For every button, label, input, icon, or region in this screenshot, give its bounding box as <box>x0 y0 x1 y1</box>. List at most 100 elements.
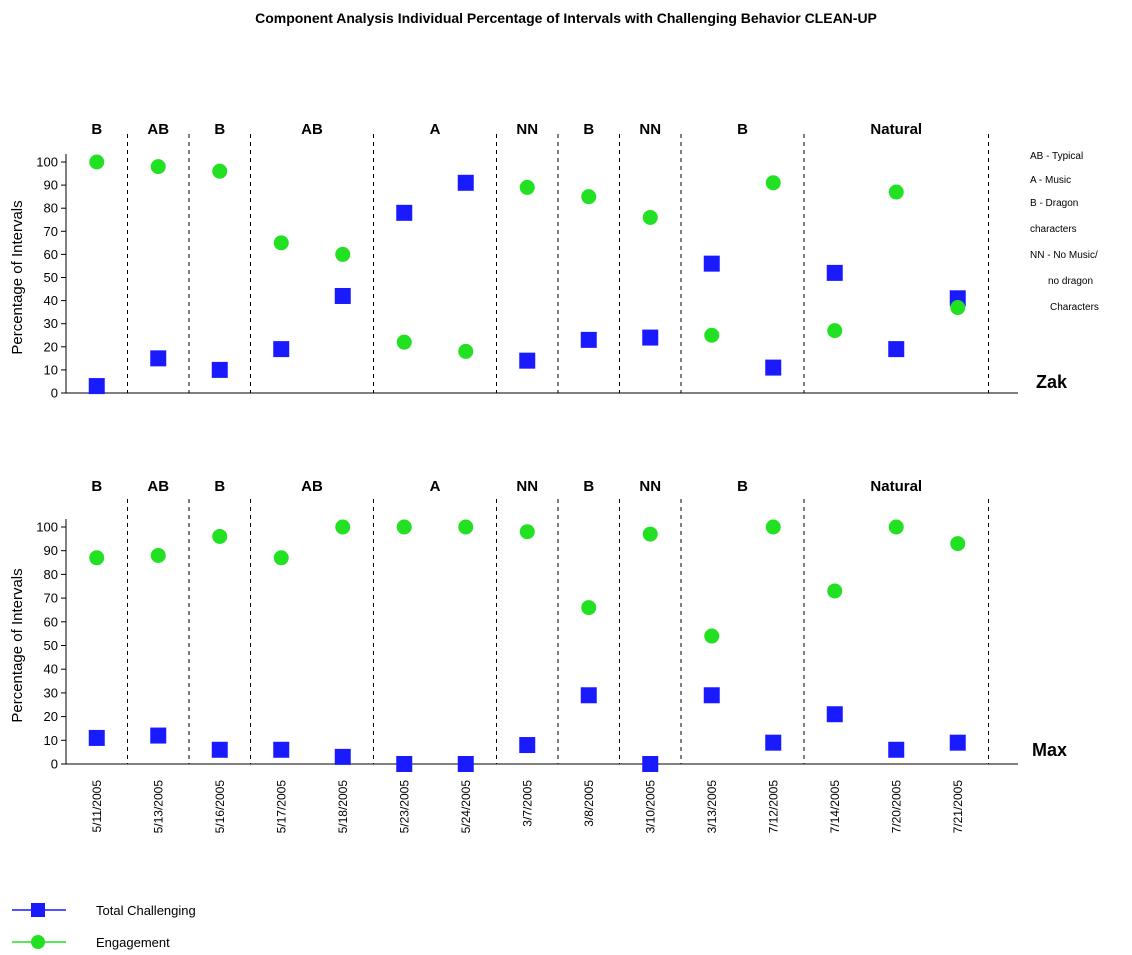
phase-label: NN <box>516 121 538 138</box>
y-axis-label: Percentage of Intervals <box>9 200 26 354</box>
data-point-engagement <box>642 526 658 542</box>
x-tick-label: 3/13/2005 <box>705 780 719 834</box>
data-point-engagement <box>581 600 597 616</box>
y-tick-label: 100 <box>36 155 58 170</box>
data-point-engagement <box>273 235 289 251</box>
data-point-challenging <box>888 341 905 358</box>
chart-legend: Total Challenging Engagement <box>12 903 196 950</box>
data-point-engagement <box>519 179 535 195</box>
y-tick-label: 30 <box>44 316 58 331</box>
phase-key: AB - Typical A - Music B - Dragon character… <box>1030 151 1099 313</box>
data-point-engagement <box>89 154 105 170</box>
series-engagement <box>89 519 966 644</box>
data-point-challenging <box>949 734 966 751</box>
series-challenging <box>88 687 966 772</box>
phase-label: AB <box>147 121 169 138</box>
y-tick-label: 90 <box>44 178 58 193</box>
phase-label: AB <box>147 478 169 495</box>
subject-label: Zak <box>1036 372 1068 392</box>
legend-marker-circle <box>31 935 45 949</box>
x-tick-label: 3/7/2005 <box>520 780 534 827</box>
data-point-challenging <box>703 687 720 704</box>
phase-label: NN <box>516 478 538 495</box>
phase-label: AB <box>301 478 323 495</box>
y-tick-label: 50 <box>44 638 58 653</box>
y-tick-label: 100 <box>36 520 58 535</box>
x-tick-label: 7/21/2005 <box>951 780 965 834</box>
x-tick-label: 3/8/2005 <box>582 780 596 827</box>
data-point-engagement <box>335 246 351 262</box>
data-point-challenging <box>457 174 474 191</box>
data-point-challenging <box>211 741 228 758</box>
phase-label: B <box>583 121 594 138</box>
data-point-challenging <box>396 756 413 772</box>
phase-label: Natural <box>870 121 922 138</box>
data-point-engagement <box>458 343 474 359</box>
y-tick-label: 10 <box>44 733 58 748</box>
y-tick-label: 60 <box>44 614 58 629</box>
data-point-engagement <box>704 628 720 644</box>
data-point-engagement <box>704 327 720 343</box>
y-axis-label: Percentage of Intervals <box>9 568 26 722</box>
data-point-engagement <box>89 550 105 566</box>
data-point-engagement <box>581 189 597 205</box>
data-point-challenging <box>826 264 843 281</box>
x-tick-label: 5/16/2005 <box>213 780 227 834</box>
panel-zak: 0 10 20 30 40 50 60 70 80 90 100 Percentage of Inte… <box>9 121 1068 401</box>
legend-item-engagement: Engagement <box>12 935 170 950</box>
data-point-challenging <box>273 741 290 758</box>
legend-label: Total Challenging <box>96 903 196 918</box>
data-point-engagement <box>396 519 412 535</box>
y-tick-label: 40 <box>44 293 58 308</box>
data-point-challenging <box>765 359 782 376</box>
series-engagement <box>89 154 966 359</box>
x-tick-label: 7/20/2005 <box>889 780 903 834</box>
series-challenging <box>88 174 966 395</box>
data-point-challenging <box>457 756 474 772</box>
data-point-engagement <box>950 300 966 316</box>
phase-key-item: characters <box>1030 224 1077 235</box>
y-tick-label: 70 <box>44 224 58 239</box>
phase-label: NN <box>639 478 661 495</box>
data-point-challenging <box>580 331 597 348</box>
legend-item-challenging: Total Challenging <box>12 903 196 918</box>
y-tick-label: 60 <box>44 247 58 262</box>
phase-label: B <box>91 121 102 138</box>
legend-marker-square <box>31 903 45 917</box>
data-point-challenging <box>396 204 413 221</box>
y-tick-label: 70 <box>44 591 58 606</box>
y-tick-label: 20 <box>44 339 58 354</box>
data-point-challenging <box>150 727 167 744</box>
y-tick-label: 80 <box>44 201 58 216</box>
x-tick-label: 3/10/2005 <box>643 780 657 834</box>
phase-label: Natural <box>870 478 922 495</box>
subject-label: Max <box>1032 740 1067 760</box>
data-point-engagement <box>458 519 474 535</box>
data-point-engagement <box>150 159 166 175</box>
data-point-engagement <box>765 519 781 535</box>
phase-key-item: Characters <box>1050 302 1099 313</box>
phase-label: A <box>430 121 441 138</box>
data-point-challenging <box>888 741 905 758</box>
phase-key-item: NN - No Music/ <box>1030 250 1098 261</box>
data-point-challenging <box>334 748 351 765</box>
data-point-challenging <box>88 378 105 395</box>
phase-label: AB <box>301 121 323 138</box>
data-point-challenging <box>334 287 351 304</box>
data-point-challenging <box>519 737 536 754</box>
phase-label: B <box>214 121 225 138</box>
data-point-engagement <box>888 519 904 535</box>
y-tick-label: 30 <box>44 685 58 700</box>
y-tick-label: 80 <box>44 567 58 582</box>
y-tick-label: 50 <box>44 270 58 285</box>
chart-title: Component Analysis Individual Percentage… <box>255 10 877 26</box>
data-point-engagement <box>335 519 351 535</box>
data-point-engagement <box>827 583 843 599</box>
data-point-challenging <box>211 361 228 378</box>
y-tick-label: 40 <box>44 662 58 677</box>
phase-label: B <box>91 478 102 495</box>
data-point-engagement <box>765 175 781 191</box>
data-point-engagement <box>519 524 535 540</box>
